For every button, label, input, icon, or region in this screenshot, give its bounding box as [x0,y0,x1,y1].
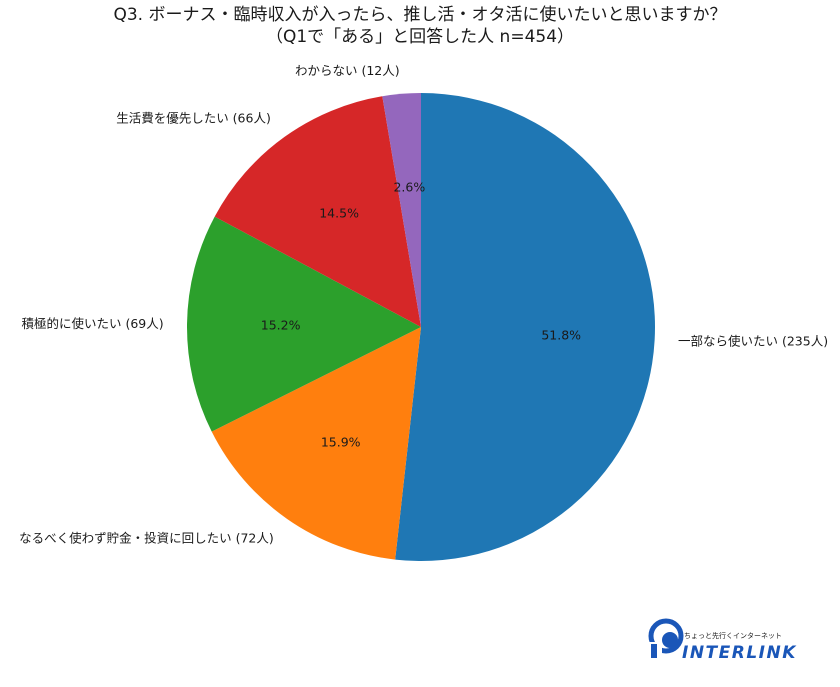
logo-wordmark: INTERLINK [682,643,797,663]
pie-percent-label-1: 51.8% [541,327,581,342]
pie-slice-1 [395,93,655,561]
pie-slices [186,93,655,561]
pie-percent-label-5: 2.6% [393,180,425,195]
interlink-logo: ちょっと先行くインターネット INTERLINK [648,616,808,666]
pie-category-label-5: わからない (12人) [295,63,400,78]
pie-category-label-4: 生活費を優先したい (66人) [116,110,271,125]
logo-tagline: ちょっと先行くインターネット [684,631,782,640]
pie-percent-label-4: 14.5% [319,205,359,220]
chart-title-line-2: （Q1で「ある」と回答した人 n=454） [265,27,575,47]
interlink-logo-mark: ちょっと先行くインターネット INTERLINK [648,618,797,663]
pie-slice-2 [211,327,421,560]
pie-percent-label-3: 15.2% [261,318,301,333]
pie-percent-labels: 51.8% 15.9% 15.2% 14.5% 2.6% [261,180,581,450]
pie-slice-5 [382,93,421,327]
pie-percent-label-2: 15.9% [321,435,361,450]
chart-title: Q3. ボーナス・臨時収入が入ったら、推し活・オタ活に使いたいと思いますか？ （… [0,4,840,48]
pie-slice-3 [186,216,421,432]
pie-category-label-1: 一部なら使いたい (235人) [678,334,828,349]
pie-category-labels: 一部なら使いたい (235人) なるべく使わず貯金・投資に回したい (72人) 積極… [19,63,828,546]
pie-category-label-3: 積極的に使いたい (69人) [21,316,163,331]
logo-symbol [648,618,684,658]
chart-title-line-1: Q3. ボーナス・臨時収入が入ったら、推し活・オタ活に使いたいと思いますか？ [113,5,727,25]
pie-slice-4 [214,96,421,327]
pie-category-label-2: なるべく使わず貯金・投資に回したい (72人) [19,531,274,546]
